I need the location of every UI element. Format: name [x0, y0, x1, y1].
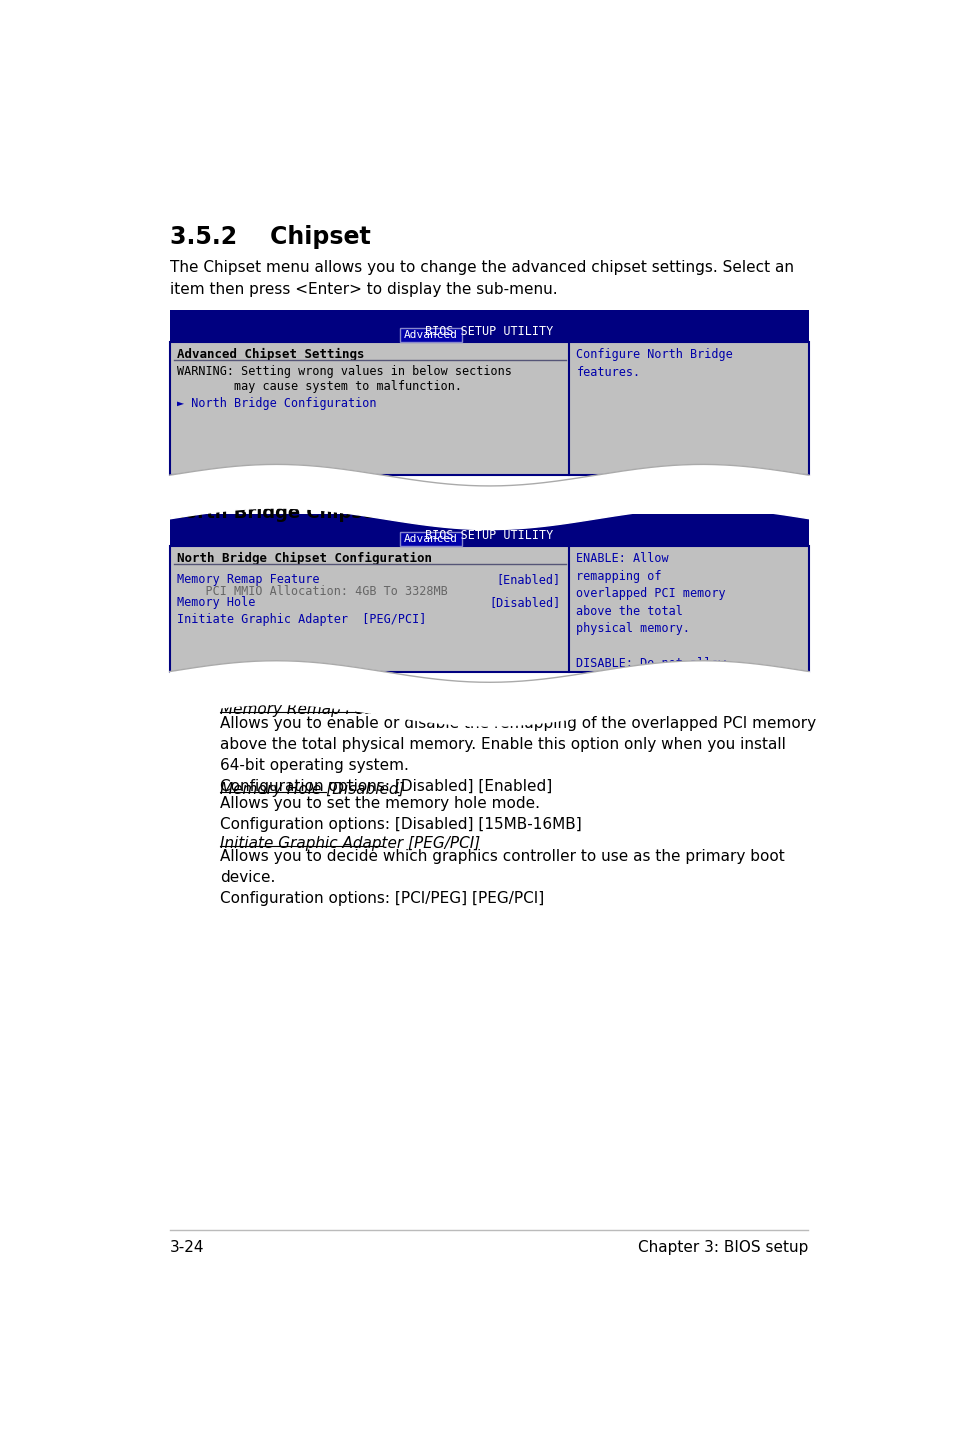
- Text: Memory Remap Feature [Enabled]: Memory Remap Feature [Enabled]: [220, 702, 482, 718]
- Text: Configure North Bridge
features.: Configure North Bridge features.: [576, 348, 733, 380]
- FancyBboxPatch shape: [170, 513, 808, 546]
- Text: PCI MMIO Allocation: 4GB To 3328MB: PCI MMIO Allocation: 4GB To 3328MB: [177, 584, 448, 598]
- Text: North Bridge Chipset Configuration: North Bridge Chipset Configuration: [177, 552, 432, 565]
- Text: ENABLE: Allow
remapping of
overlapped PCI memory
above the total
physical memory: ENABLE: Allow remapping of overlapped PC…: [576, 552, 725, 687]
- Text: Advanced Chipset Settings: Advanced Chipset Settings: [177, 348, 364, 361]
- Text: Initiate Graphic Adapter  [PEG/PCI]: Initiate Graphic Adapter [PEG/PCI]: [177, 614, 426, 627]
- Text: [Enabled]: [Enabled]: [497, 572, 560, 585]
- Text: BIOS SETUP UTILITY: BIOS SETUP UTILITY: [425, 529, 553, 542]
- Text: Advanced: Advanced: [404, 533, 457, 544]
- Text: Allows you to set the memory hole mode.
Configuration options: [Disabled] [15MB-: Allows you to set the memory hole mode. …: [220, 797, 581, 833]
- Text: The Chipset menu allows you to change the advanced chipset settings. Select an
i: The Chipset menu allows you to change th…: [170, 260, 793, 296]
- FancyBboxPatch shape: [399, 328, 461, 342]
- FancyBboxPatch shape: [170, 309, 808, 342]
- Text: Allows you to enable or disable the remapping of the overlapped PCI memory
above: Allows you to enable or disable the rema…: [220, 716, 815, 794]
- Text: [Disabled]: [Disabled]: [489, 597, 560, 610]
- FancyBboxPatch shape: [170, 546, 808, 672]
- Text: North Bridge Chipset Configuration: North Bridge Chipset Configuration: [170, 503, 527, 522]
- Text: WARNING: Setting wrong values in below sections
        may cause system to malf: WARNING: Setting wrong values in below s…: [177, 365, 512, 393]
- Text: Advanced: Advanced: [404, 331, 457, 339]
- Text: Chapter 3: BIOS setup: Chapter 3: BIOS setup: [638, 1240, 807, 1255]
- FancyBboxPatch shape: [399, 532, 461, 546]
- Text: ► North Bridge Configuration: ► North Bridge Configuration: [177, 397, 376, 410]
- Text: BIOS SETUP UTILITY: BIOS SETUP UTILITY: [425, 325, 553, 338]
- Text: Initiate Graphic Adapter [PEG/PCI]: Initiate Graphic Adapter [PEG/PCI]: [220, 835, 479, 850]
- FancyBboxPatch shape: [170, 342, 808, 475]
- Text: Allows you to decide which graphics controller to use as the primary boot
device: Allows you to decide which graphics cont…: [220, 850, 784, 906]
- Text: 3-24: 3-24: [170, 1240, 204, 1255]
- Text: Memory Hole: Memory Hole: [177, 597, 255, 610]
- Text: Memory Hole [Disabled]: Memory Hole [Disabled]: [220, 782, 404, 798]
- Text: Memory Remap Feature: Memory Remap Feature: [177, 572, 319, 585]
- Text: 3.5.2    Chipset: 3.5.2 Chipset: [170, 224, 370, 249]
